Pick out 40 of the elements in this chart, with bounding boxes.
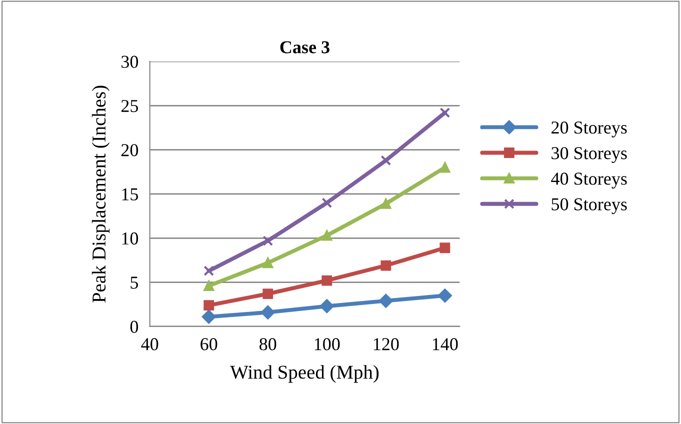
point — [438, 288, 452, 302]
point — [260, 305, 275, 320]
chart-title: Case 3 — [280, 41, 330, 54]
point — [378, 294, 393, 308]
y-tick-label: 30 — [122, 56, 138, 68]
point — [320, 299, 334, 314]
x-tick-label: 120 — [374, 338, 399, 350]
x-tick-label: 40 — [141, 338, 158, 350]
x-axis-title: Wind Speed (Mph) — [230, 365, 379, 383]
x-tick-label: 80 — [260, 338, 276, 350]
point — [440, 162, 450, 173]
point — [322, 198, 332, 208]
y-tick-label: 0 — [130, 320, 138, 333]
x-tick-label: 60 — [200, 338, 218, 350]
point — [262, 258, 274, 268]
point — [380, 198, 392, 209]
y-axis-title: Peak Displacement (Inches) — [92, 86, 110, 302]
legend-label: 40 Storeys — [551, 172, 627, 189]
legend-label: 20 Storeys — [552, 122, 627, 138]
point — [322, 275, 332, 286]
point — [204, 280, 214, 292]
x-tick-label: 100 — [314, 338, 340, 350]
point — [380, 155, 392, 166]
y-tick-label: 25 — [121, 100, 138, 112]
point — [204, 266, 214, 276]
x-tick-label: 140 — [432, 338, 458, 350]
point — [262, 236, 274, 246]
y-tick-label: 20 — [121, 144, 138, 156]
y-tick-label: 15 — [122, 188, 138, 200]
point — [440, 242, 450, 254]
point — [204, 300, 214, 310]
point — [440, 108, 450, 118]
legend-label: 50 Storeys — [552, 198, 627, 214]
point — [380, 260, 392, 271]
y-tick-label: 10 — [122, 232, 138, 245]
point — [202, 310, 216, 324]
point — [322, 230, 332, 241]
point — [262, 288, 274, 300]
y-tick-label: 5 — [130, 276, 138, 289]
legend-label: 30 Storeys — [552, 147, 627, 163]
